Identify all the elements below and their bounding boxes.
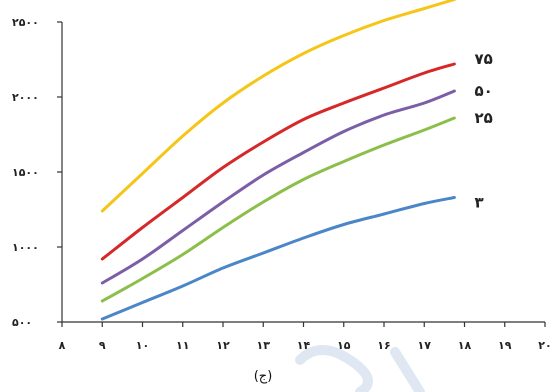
x-tick-label: ۱۱ (176, 339, 189, 352)
y-axis-ticks: ۵۰۰ ۱۰۰۰ ۱۵۰۰ ۲۰۰۰ ۲۵۰۰ (12, 16, 62, 329)
y-tick-label: ۲۰۰۰ (12, 91, 39, 104)
x-tick-label: ۱۵ (337, 339, 351, 352)
x-tick-label: ۲۰ (538, 339, 551, 352)
series-label: ۲۵ (474, 109, 492, 127)
y-tick-label: ۱۰۰۰ (12, 241, 39, 254)
series-line (100, 116, 456, 303)
x-tick-label: ۱۹ (498, 339, 512, 352)
series-label: ۹۷ (474, 0, 492, 4)
x-tick-label: ۹ (99, 339, 106, 352)
x-tick-label: ۱۶ (377, 339, 390, 352)
x-tick-label: ۸ (59, 339, 66, 352)
series-lines (100, 0, 456, 321)
x-axis-ticks: ۸ ۹ ۱۰ ۱۱ ۱۲ ۱۳ ۱۴ ۱۵ ۱۶ ۱۷ ۱۸ ۱۹ ۲۰ (59, 322, 552, 352)
y-tick-label: ۲۵۰۰ (12, 16, 39, 29)
y-tick-label: ۵۰۰ (12, 316, 32, 329)
x-tick-label: ۱۲ (216, 339, 230, 352)
series-line (100, 89, 456, 285)
series-line (100, 62, 456, 261)
y-tick-label: ۱۵۰۰ (12, 166, 39, 179)
series-label: ۵۰ (474, 82, 492, 100)
watermark (295, 345, 425, 392)
series-label: ۷۵ (474, 50, 492, 68)
series-label: ۳ (474, 194, 483, 212)
x-tick-label: ۱۴ (297, 339, 311, 352)
x-tick-label: ۱۷ (418, 339, 432, 352)
series-line (100, 0, 456, 213)
x-tick-label: ۱۸ (458, 339, 472, 352)
chart-caption: (ج) (254, 369, 273, 384)
x-tick-label: ۱۰ (136, 339, 149, 352)
series-labels: ۹۷ ۷۵ ۵۰ ۲۵ ۳ (474, 0, 492, 212)
series-line (100, 196, 456, 321)
x-tick-label: ۱۳ (257, 339, 271, 352)
